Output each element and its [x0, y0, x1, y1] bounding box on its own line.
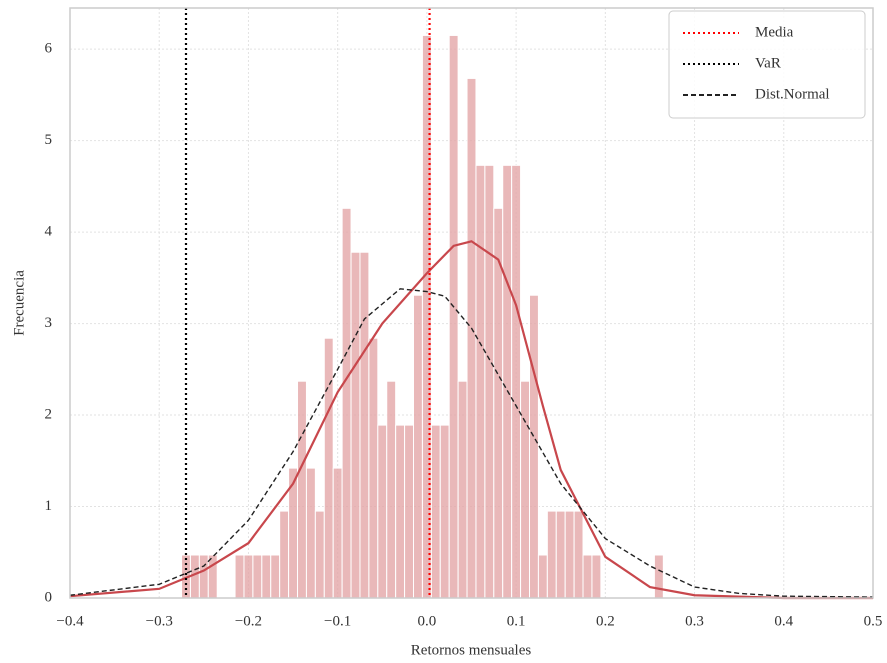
- bar: [315, 511, 324, 598]
- bar: [547, 511, 556, 598]
- bar: [529, 295, 538, 598]
- chart: Retornos mensuales Frecuencia −0.4 −0.3 −0…: [0, 0, 887, 663]
- y-tick-label: 3: [45, 315, 53, 331]
- x-tick-label: 0.2: [596, 613, 615, 629]
- bar: [324, 338, 333, 598]
- legend-label: Media: [755, 24, 794, 40]
- x-axis-label: Retornos mensuales: [411, 642, 532, 658]
- bar: [592, 555, 601, 598]
- x-tick-label: 0.1: [507, 613, 526, 629]
- bar: [298, 381, 307, 598]
- bar: [467, 78, 476, 598]
- bar: [458, 381, 467, 598]
- y-axis-label: Frecuencia: [11, 270, 27, 336]
- page: Retornos mensuales Frecuencia −0.4 −0.3 −0…: [0, 0, 887, 663]
- bar: [512, 165, 521, 598]
- bar: [440, 425, 449, 598]
- bar: [333, 468, 342, 598]
- bar: [556, 511, 565, 598]
- bar: [396, 425, 405, 598]
- bar: [271, 555, 280, 598]
- bar: [208, 555, 217, 598]
- bar: [244, 555, 253, 598]
- bar: [369, 338, 378, 598]
- bar: [476, 165, 485, 598]
- bar: [387, 381, 396, 598]
- bar: [485, 165, 494, 598]
- bar: [253, 555, 262, 598]
- bar: [521, 381, 530, 598]
- bar: [574, 511, 583, 598]
- x-tick-label: 0.4: [774, 613, 793, 629]
- legend-label: VaR: [755, 55, 781, 71]
- bar: [351, 252, 360, 598]
- bar: [262, 555, 271, 598]
- bar: [199, 555, 208, 598]
- x-tick-label: −0.3: [146, 613, 173, 629]
- x-tick-label: 0.0: [418, 613, 437, 629]
- bar: [378, 425, 387, 598]
- bar: [235, 555, 244, 598]
- bar: [342, 208, 351, 598]
- bar: [583, 555, 592, 598]
- x-tick-label: 0.3: [685, 613, 704, 629]
- x-tick-label: −0.4: [56, 613, 84, 629]
- x-tick-label: −0.2: [235, 613, 262, 629]
- legend-label: Dist.Normal: [755, 86, 830, 102]
- bar: [405, 425, 414, 598]
- y-tick-label: 4: [45, 224, 53, 240]
- bar: [280, 511, 289, 598]
- y-tick-label: 0: [45, 589, 53, 605]
- bar: [503, 165, 512, 598]
- bar: [654, 555, 663, 598]
- bar: [565, 511, 574, 598]
- y-tick-label: 6: [45, 41, 53, 57]
- bar: [306, 468, 315, 598]
- x-tick-label: −0.1: [324, 613, 351, 629]
- y-tick-label: 1: [45, 498, 53, 514]
- bar: [360, 252, 369, 598]
- y-tick-label: 5: [45, 132, 53, 148]
- bar: [414, 295, 423, 598]
- bar: [449, 35, 458, 598]
- x-tick-label: 0.5: [864, 613, 883, 629]
- y-tick-label: 2: [45, 406, 53, 422]
- bar: [538, 555, 547, 598]
- bar: [431, 425, 440, 598]
